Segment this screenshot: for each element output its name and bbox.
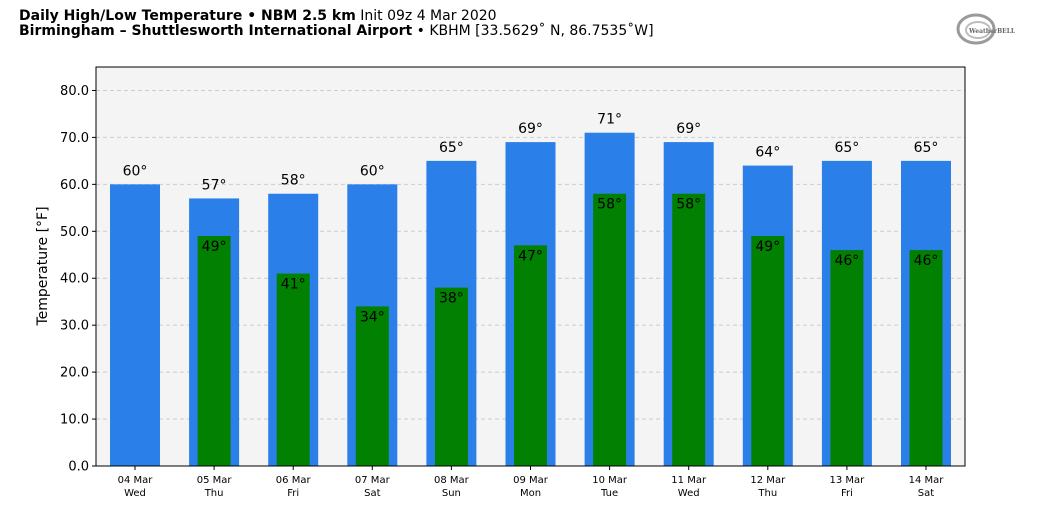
y-tick-label: 40.0 <box>60 272 89 287</box>
x-tick-day: Wed <box>678 488 700 499</box>
x-tick-day: Thu <box>757 488 777 499</box>
low-value-label: 46° <box>914 253 939 269</box>
x-tick-date: 11 Mar <box>671 475 707 486</box>
high-value-label: 69° <box>518 121 543 137</box>
y-tick-label: 50.0 <box>60 225 89 240</box>
low-bar <box>514 245 547 466</box>
y-tick-label: 10.0 <box>60 413 89 428</box>
x-tick-day: Fri <box>841 488 853 499</box>
chart-title-init: Init 09z 4 Mar 2020 <box>355 8 497 24</box>
high-value-label: 58° <box>281 173 306 189</box>
low-bar <box>909 250 943 466</box>
low-bar <box>593 193 627 466</box>
x-tick-day: Sun <box>442 488 461 499</box>
high-value-label: 65° <box>834 140 859 156</box>
low-value-label: 49° <box>202 239 227 255</box>
chart-title: Daily High/Low Temperature • NBM 2.5 km … <box>19 9 497 24</box>
x-tick-date: 04 Mar <box>118 475 154 486</box>
x-tick-day: Wed <box>124 488 146 499</box>
x-tick-date: 07 Mar <box>355 475 391 486</box>
low-value-label: 58° <box>676 197 701 213</box>
low-bar <box>672 193 706 466</box>
x-tick-day: Tue <box>600 488 618 499</box>
high-bar <box>110 184 160 466</box>
low-bar <box>751 235 785 466</box>
high-value-label: 60° <box>123 163 148 179</box>
low-bar <box>434 287 468 466</box>
high-value-label: 64° <box>755 145 780 161</box>
y-tick-label: 30.0 <box>60 319 89 334</box>
chart-title-main: Daily High/Low Temperature • NBM 2.5 km <box>19 8 356 24</box>
low-bars <box>197 193 943 466</box>
data-labels: 60° 57° 49° 58° 41° 60° 34° 65° 38° 69° 47° 71° 58° 6… <box>123 112 939 326</box>
weatherbell-logo: WeatherBELL <box>956 13 1016 45</box>
x-tick-date: 12 Mar <box>750 475 786 486</box>
low-value-label: 58° <box>597 197 622 213</box>
station-coordinates: • KBHM [33.5629˚ N, 86.7535˚W] <box>412 23 654 39</box>
y-tick-label: 20.0 <box>60 366 89 381</box>
low-bar <box>830 250 864 466</box>
low-value-label: 34° <box>360 309 385 325</box>
station-name: Birmingham – Shuttlesworth International… <box>19 23 413 39</box>
plot-frame <box>95 66 966 467</box>
x-tick-date: 09 Mar <box>513 475 549 486</box>
high-value-label: 65° <box>914 140 939 156</box>
x-tick-day: Mon <box>520 488 541 499</box>
x-tick-date: 14 Mar <box>909 475 945 486</box>
logo-text: WeatherBELL <box>968 28 1016 35</box>
low-bar <box>276 273 310 466</box>
logo-swirl-inner <box>965 21 991 39</box>
low-value-label: 38° <box>439 291 464 307</box>
chart-subtitle: Birmingham – Shuttlesworth International… <box>19 24 654 39</box>
x-tick-date: 13 Mar <box>830 475 866 486</box>
y-axis: 0.0 10.0 20.0 30.0 40.0 50.0 60.0 70.0 80.0 <box>60 84 96 475</box>
low-value-label: 41° <box>281 277 306 293</box>
high-value-label: 69° <box>676 121 701 137</box>
low-value-label: 49° <box>755 239 780 255</box>
x-tick-day: Sat <box>364 488 380 499</box>
low-value-label: 47° <box>518 248 543 264</box>
y-tick-label: 60.0 <box>60 178 89 193</box>
y-tick-label: 70.0 <box>60 131 89 146</box>
logo-swirl <box>956 13 996 45</box>
high-value-label: 65° <box>439 140 464 156</box>
x-tick-date: 08 Mar <box>434 475 470 486</box>
x-tick-date: 05 Mar <box>197 475 233 486</box>
x-tick-day: Sat <box>918 488 934 499</box>
y-tick-label: 80.0 <box>60 84 89 99</box>
high-value-label: 71° <box>597 112 622 128</box>
y-tick-label: 0.0 <box>68 460 89 475</box>
x-tick-day: Thu <box>204 488 224 499</box>
x-axis: 04 Mar Wed 05 Mar Thu 06 Mar Fri 07 Mar Sat 08 M… <box>118 466 945 499</box>
y-axis-label: Temperature [°F] <box>35 206 51 326</box>
x-tick-date: 06 Mar <box>276 475 312 486</box>
high-value-label: 60° <box>360 163 385 179</box>
x-tick-day: Fri <box>287 488 299 499</box>
low-bar <box>355 306 389 466</box>
x-tick-date: 10 Mar <box>592 475 628 486</box>
low-value-label: 46° <box>834 253 859 269</box>
low-bar <box>197 235 231 466</box>
high-value-label: 57° <box>202 177 227 193</box>
